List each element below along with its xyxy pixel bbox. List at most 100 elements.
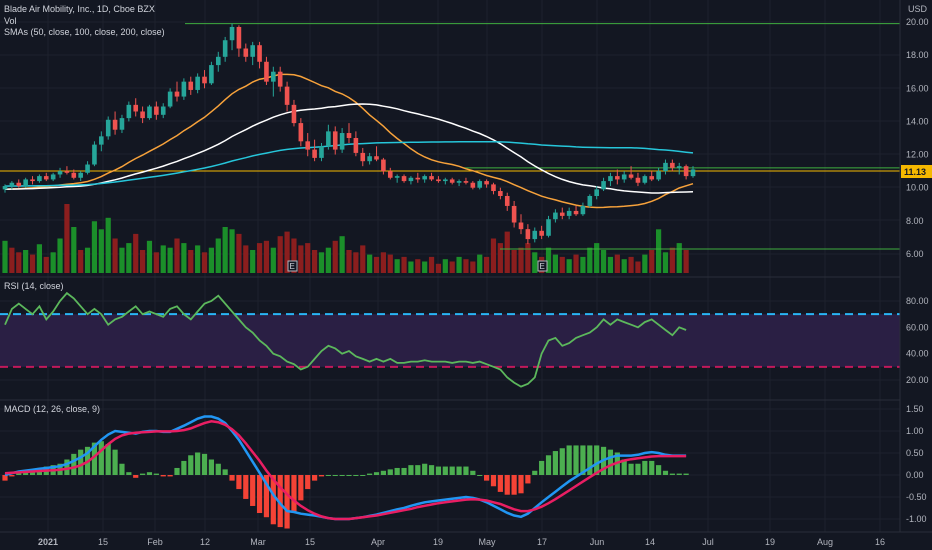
macd-histogram-bar <box>415 465 421 475</box>
volume-bar <box>676 243 682 273</box>
candle-body <box>85 164 90 173</box>
macd-panel[interactable] <box>2 415 689 529</box>
candle-body <box>37 176 42 182</box>
volume-bar <box>291 238 297 273</box>
volume-bar <box>2 240 8 273</box>
candle-body <box>504 196 510 206</box>
candle-body <box>670 162 675 168</box>
volume-bar <box>174 238 180 273</box>
earnings-marker <box>287 260 298 272</box>
volume-bar <box>442 259 448 273</box>
rsi-panel[interactable] <box>0 291 900 388</box>
macd-histogram-bar <box>243 475 249 499</box>
y-tick-label: 20.00 <box>906 375 929 385</box>
macd-histogram-bar <box>126 472 132 475</box>
price-axis[interactable]: 20.00 18.00 16.00 14.00 12.00 10.00 8.00 6.00 80… <box>906 17 929 524</box>
volume-bar <box>669 247 675 273</box>
macd-histogram-bar <box>208 459 214 475</box>
candle-body <box>112 119 118 130</box>
candle-body <box>539 230 544 236</box>
candle-body <box>436 179 441 182</box>
candle-body <box>30 179 35 182</box>
macd-histogram-bar <box>628 463 634 475</box>
macd-histogram-bar <box>518 475 524 494</box>
volume-bar <box>580 256 586 273</box>
macd-histogram-bar <box>236 475 242 490</box>
volume-bar <box>112 238 118 273</box>
macd-histogram-bar <box>401 467 407 475</box>
candle-body <box>181 81 187 97</box>
macd-histogram-bar <box>656 465 662 475</box>
candle-body <box>9 182 15 187</box>
volume-bar <box>346 250 352 273</box>
macd-histogram-bar <box>181 460 187 475</box>
volume-bar <box>545 247 552 273</box>
candle-body <box>16 182 22 187</box>
volume-label: Vol <box>4 16 17 26</box>
macd-histogram-bar <box>594 445 600 475</box>
candle-body <box>676 166 682 168</box>
volume-bar <box>312 250 318 273</box>
candle-body <box>236 26 242 49</box>
candle-body <box>250 45 255 57</box>
volume-bar <box>146 240 153 273</box>
candle-body <box>415 177 421 180</box>
candle-body <box>470 182 476 188</box>
volume-bar <box>325 247 331 273</box>
macd-histogram-bar <box>490 475 497 487</box>
macd-histogram-bar <box>195 452 201 475</box>
macd-histogram-bar <box>394 467 400 475</box>
candle-body <box>319 146 324 158</box>
time-axis[interactable]: 2021 15 Feb 12 Mar 15 Apr 19 May 17 Jun 14 Jul 19 Aug 1… <box>38 537 885 547</box>
candle-body <box>594 189 599 196</box>
macd-histogram-bar <box>318 475 325 477</box>
chart-title: Blade Air Mobility, Inc., 1D, Cboe BZX <box>4 4 155 14</box>
macd-histogram-bar <box>607 449 614 475</box>
candle-body <box>642 176 648 183</box>
volume-bar <box>284 231 290 273</box>
candle-body <box>387 171 393 178</box>
macd-histogram-bar <box>587 445 593 475</box>
candle-body <box>367 156 372 162</box>
x-tick-label: Feb <box>147 537 163 547</box>
x-tick-label: Apr <box>371 537 385 547</box>
volume-bar <box>621 259 627 273</box>
y-tick-label: 40.00 <box>906 349 929 359</box>
volume-bar <box>642 254 648 273</box>
macd-histogram-bar <box>105 444 111 475</box>
candle-body <box>99 136 104 145</box>
macd-histogram-bar <box>71 453 77 475</box>
y-tick-label: 80.00 <box>906 296 929 306</box>
candle-body <box>50 174 56 180</box>
candle-body <box>573 210 579 215</box>
y-tick-label: 10.00 <box>906 183 929 193</box>
volume-bar <box>126 243 132 273</box>
candle-body <box>663 162 668 172</box>
candle-body <box>566 210 572 216</box>
volume-bar <box>298 245 304 273</box>
sma-label: SMAs (50, close, 100, close, 200, close) <box>4 27 165 37</box>
macd-histogram-bar <box>580 445 586 475</box>
candle-body <box>608 176 613 182</box>
last-price-badge <box>901 165 932 178</box>
candle-body <box>353 138 359 153</box>
volume-bar <box>353 252 359 273</box>
candle-body <box>559 212 565 216</box>
macd-histogram-bar <box>201 453 208 475</box>
macd-histogram-bar <box>325 475 331 476</box>
macd-histogram-bar <box>360 475 366 476</box>
candle-body <box>154 106 159 115</box>
volume-bar <box>201 252 208 273</box>
rsi-line <box>4 291 687 388</box>
volume-bar <box>373 256 380 273</box>
candle-body <box>683 166 689 177</box>
x-tick-label: 12 <box>200 537 210 547</box>
volume-bar <box>380 252 386 273</box>
candle-body <box>202 76 207 84</box>
volume-bar <box>119 247 125 273</box>
macd-histogram-bar <box>449 466 455 475</box>
y-tick-label: 0.50 <box>906 448 924 458</box>
